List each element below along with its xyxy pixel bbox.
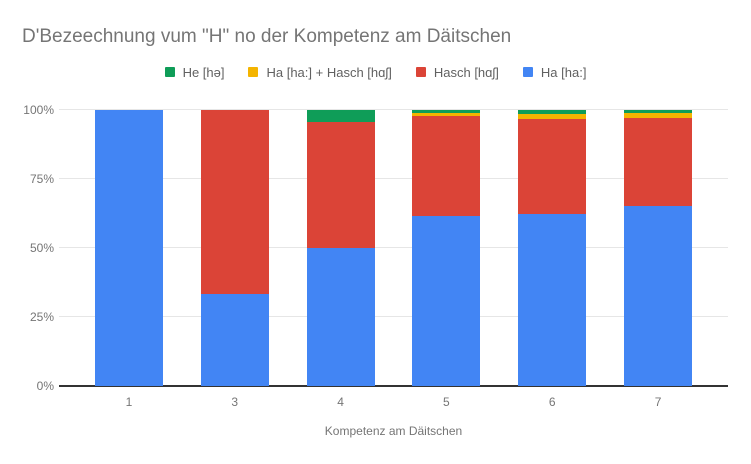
bar-slot — [182, 110, 288, 386]
bar-segment — [306, 122, 375, 248]
gridline — [59, 247, 728, 248]
bar-segment — [412, 215, 481, 386]
x-tick-label: 3 — [231, 395, 239, 409]
bar-segment — [518, 119, 587, 214]
legend-swatch-icon — [248, 67, 259, 77]
x-axis-title: Kompetenz am Däitschen — [324, 424, 463, 438]
legend-item: Ha [ha:] + Hasch [hɑʃ] — [248, 64, 392, 80]
bar-segment — [624, 118, 693, 207]
legend-label: He [hə] — [182, 64, 225, 80]
bar-segment — [518, 114, 587, 120]
bar-slot — [76, 110, 182, 386]
bar-slot — [499, 110, 605, 386]
bar-segment — [412, 116, 481, 216]
y-tick-label: 50% — [29, 241, 54, 255]
bar-segment — [94, 110, 163, 386]
bar-segment — [518, 110, 587, 115]
legend-label: Ha [ha:] + Hasch [hɑʃ] — [266, 64, 392, 80]
y-tick-label: 25% — [29, 310, 54, 324]
legend-swatch-icon — [164, 67, 175, 77]
plot-area — [59, 109, 728, 387]
x-tick-label: 4 — [337, 395, 344, 409]
legend-swatch-icon — [522, 67, 533, 77]
legend-item: He [hə] — [164, 64, 225, 80]
legend-item: Hasch [hɑʃ] — [415, 64, 499, 80]
bar-segment — [306, 110, 375, 123]
x-axis-labels: 1 3 4 5 6 7 — [59, 394, 728, 410]
stacked-bar — [518, 110, 587, 386]
stacked-bar — [200, 110, 269, 386]
legend-swatch-icon — [415, 67, 426, 77]
legend-label: Ha [ha:] — [540, 64, 587, 80]
x-tick-label: 5 — [443, 395, 450, 409]
bar-segment — [624, 112, 693, 119]
legend-item: Ha [ha:] — [522, 64, 587, 80]
stacked-bar — [306, 110, 375, 386]
y-tick-label: 0% — [36, 379, 54, 393]
x-tick-label: 6 — [548, 395, 556, 409]
bar-slot — [288, 110, 394, 386]
bar-segment — [200, 294, 269, 386]
stacked-bar — [94, 110, 163, 386]
x-axis-line — [59, 385, 728, 387]
stacked-bar — [624, 110, 693, 386]
chart-title: D'Bezeechnung vum "H" no der Kompetenz a… — [22, 26, 512, 47]
bar-segment — [200, 110, 269, 295]
legend-label: Hasch [hɑʃ] — [433, 64, 499, 80]
gridline — [59, 109, 728, 110]
gridline — [59, 178, 728, 179]
y-tick-label: 100% — [23, 103, 54, 117]
x-tick-label: 1 — [125, 395, 133, 409]
bar-segment — [624, 110, 693, 113]
x-tick-label: 7 — [654, 395, 662, 409]
stacked-bar — [412, 110, 481, 386]
gridline — [59, 316, 728, 317]
y-tick-label: 75% — [29, 172, 54, 186]
bar-slot — [605, 110, 711, 386]
bar-segment — [624, 206, 693, 386]
chart-legend: He [hə] Ha [ha:] + Hasch [hɑʃ] Hasch [hɑʃ]… — [0, 64, 751, 80]
bar-segment — [518, 213, 587, 386]
bar-segment — [412, 110, 481, 114]
bars-group — [59, 110, 728, 386]
bar-slot — [393, 110, 499, 386]
bar-segment — [412, 113, 481, 117]
bar-segment — [306, 248, 375, 386]
